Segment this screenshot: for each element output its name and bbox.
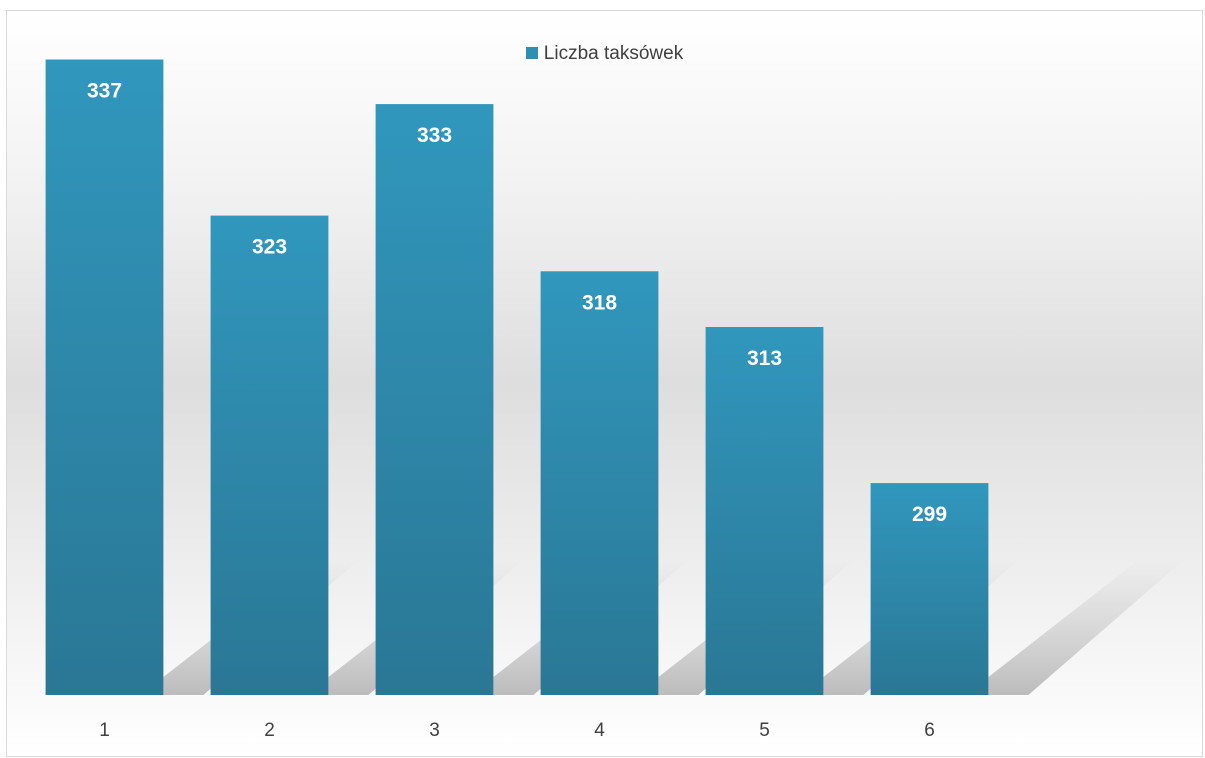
bar-6 bbox=[870, 483, 989, 695]
legend: Liczba taksówek bbox=[7, 43, 1202, 65]
bar-value-label: 318 bbox=[582, 291, 617, 314]
bar-value-label: 323 bbox=[252, 236, 287, 259]
bar-chart: 337 323 333 318 313 299 1 2 3 4 5 6 bbox=[45, 59, 1184, 741]
x-tick-label: 1 bbox=[99, 720, 110, 741]
bar-shadow bbox=[988, 560, 1184, 695]
bar-3 bbox=[375, 104, 494, 696]
bar-value-label: 313 bbox=[747, 347, 782, 370]
x-tick-label: 4 bbox=[594, 720, 605, 741]
bar-5 bbox=[705, 327, 824, 695]
bar-value-label: 337 bbox=[87, 80, 122, 103]
x-tick-label: 6 bbox=[924, 720, 935, 741]
x-tick-label: 5 bbox=[759, 720, 770, 741]
legend-label: Liczba taksówek bbox=[543, 43, 684, 64]
bar-1 bbox=[45, 59, 164, 695]
x-tick-label: 2 bbox=[264, 720, 275, 741]
bar-2 bbox=[210, 215, 329, 695]
bar-value-label: 333 bbox=[417, 124, 452, 147]
bar-4 bbox=[540, 271, 659, 695]
x-tick-label: 3 bbox=[429, 720, 440, 741]
chart-area: Liczba taksówek 337 323 333 318 313 299 1 2 3 4 5… bbox=[6, 10, 1203, 757]
bar-value-label: 299 bbox=[912, 503, 947, 526]
legend-swatch bbox=[525, 47, 538, 59]
